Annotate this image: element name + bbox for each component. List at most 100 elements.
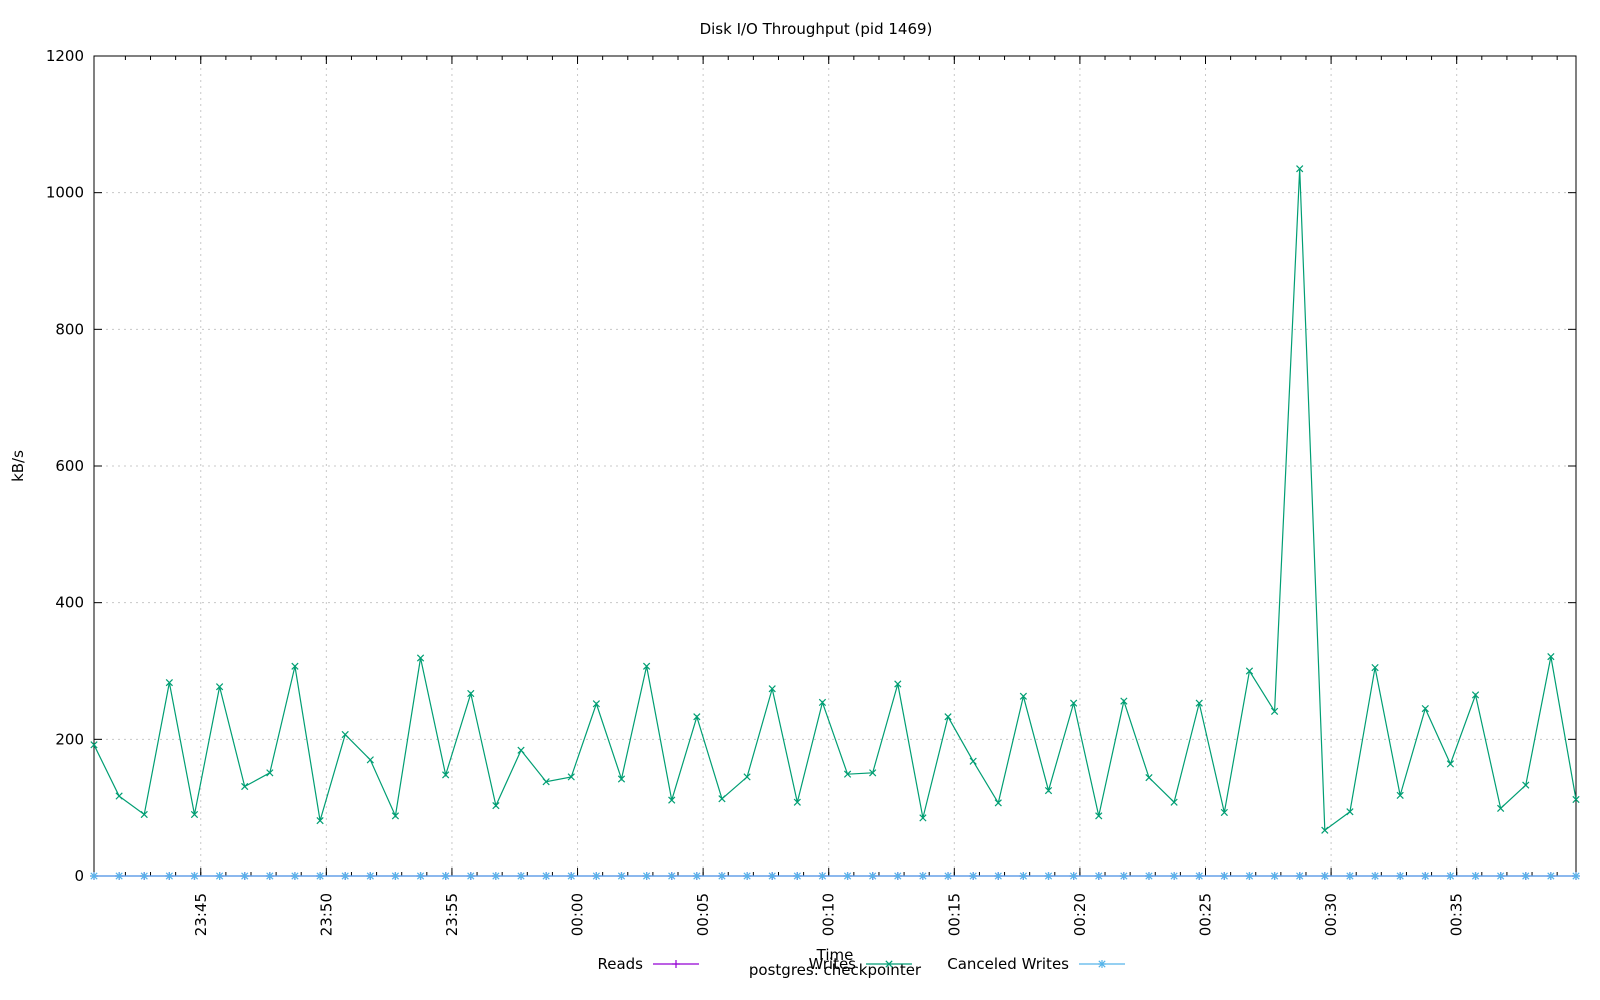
marker-stroke (241, 782, 249, 791)
data-point-canceled-writes (1044, 872, 1053, 880)
data-point-canceled-writes (1220, 872, 1229, 880)
marker-stroke (1296, 872, 1304, 880)
data-point-writes (442, 771, 450, 779)
data-point-writes (1421, 704, 1429, 713)
data-point-writes (1044, 786, 1053, 795)
data-point-canceled-writes (165, 872, 174, 880)
marker-stroke (969, 872, 977, 880)
marker-stroke (366, 756, 374, 764)
marker-stroke (592, 872, 600, 880)
data-point-writes (467, 689, 475, 698)
data-point-canceled-writes (1496, 872, 1505, 880)
data-point-canceled-writes (441, 872, 450, 880)
marker-stroke (1497, 872, 1505, 880)
data-point-canceled-writes (290, 872, 299, 880)
marker-stroke (1044, 786, 1053, 795)
data-point-writes (743, 773, 751, 781)
marker-stroke (1321, 826, 1329, 834)
marker-stroke (215, 683, 224, 691)
marker-stroke (90, 872, 98, 880)
marker-stroke (366, 872, 374, 880)
data-point-writes (190, 810, 199, 819)
y-axis-label: kB/s (9, 450, 27, 482)
legend-marker (885, 960, 893, 968)
data-point-canceled-writes (542, 872, 551, 880)
marker-stroke (190, 872, 199, 880)
data-point-canceled-writes (893, 872, 902, 880)
marker-stroke (1270, 872, 1279, 880)
data-point-canceled-writes (592, 872, 601, 880)
marker-stroke (1547, 653, 1555, 661)
x-tick-label: 23:55 (443, 893, 461, 936)
marker-stroke (1446, 760, 1455, 768)
marker-stroke (919, 814, 927, 822)
y-tick-label: 1200 (46, 47, 84, 65)
y-tick-label: 0 (74, 867, 84, 885)
data-point-writes (1497, 804, 1505, 812)
data-point-canceled-writes (969, 872, 978, 880)
data-point-writes (165, 678, 173, 687)
grid (94, 56, 1576, 876)
data-point-canceled-writes (1270, 872, 1279, 880)
data-point-canceled-writes (140, 872, 149, 880)
marker-stroke (90, 741, 98, 749)
marker-stroke (768, 685, 776, 693)
data-point-writes (1522, 781, 1530, 789)
marker-stroke (442, 872, 450, 880)
marker-stroke (115, 792, 123, 800)
marker-stroke (241, 872, 249, 880)
y-tick-label: 1000 (46, 184, 84, 202)
data-point-writes (617, 775, 626, 783)
marker-stroke (115, 872, 123, 880)
marker-stroke (1070, 699, 1078, 707)
data-point-writes (1145, 773, 1153, 782)
marker-stroke (467, 872, 475, 880)
data-point-canceled-writes (1295, 872, 1304, 880)
series-canceled-writes (90, 872, 1580, 880)
marker-stroke (617, 775, 626, 783)
data-point-canceled-writes (1371, 872, 1380, 880)
marker-stroke (793, 798, 801, 806)
marker-stroke (316, 817, 324, 825)
data-point-canceled-writes (1144, 872, 1153, 880)
y-tick-label: 800 (55, 320, 84, 338)
marker-stroke (818, 872, 827, 880)
marker-stroke (642, 872, 651, 880)
legend-marker (672, 960, 680, 968)
data-point-writes (1270, 707, 1279, 715)
marker-stroke (1095, 812, 1103, 820)
data-point-canceled-writes (1396, 872, 1405, 880)
marker-stroke (492, 801, 500, 810)
data-point-writes (818, 698, 827, 707)
marker-stroke (1220, 808, 1228, 817)
marker-stroke (1346, 872, 1354, 880)
data-point-writes (1321, 826, 1329, 834)
marker-stroke (341, 730, 349, 739)
marker-stroke (1120, 872, 1128, 880)
marker-stroke (391, 812, 400, 820)
marker-stroke (818, 698, 827, 707)
marker-stroke (869, 872, 877, 880)
data-point-writes (1019, 692, 1028, 700)
marker-stroke (1098, 960, 1106, 968)
data-point-writes (542, 778, 550, 786)
data-point-canceled-writes (1170, 872, 1179, 880)
marker-stroke (843, 770, 852, 778)
data-point-canceled-writes (743, 872, 752, 880)
legend-item-canceled-writes: Canceled Writes (947, 955, 1125, 973)
data-point-writes (693, 713, 701, 721)
marker-stroke (517, 746, 525, 754)
x-axis-label: Time (816, 946, 854, 964)
marker-stroke (1396, 872, 1404, 880)
marker-stroke (1497, 804, 1505, 812)
data-point-writes (291, 662, 299, 670)
marker-stroke (1070, 872, 1078, 880)
marker-stroke (1321, 872, 1329, 880)
marker-stroke (793, 872, 801, 880)
marker-stroke (994, 872, 1002, 880)
marker-stroke (291, 872, 299, 880)
data-point-canceled-writes (1019, 872, 1028, 880)
data-point-writes (1296, 165, 1304, 173)
data-point-canceled-writes (1471, 872, 1480, 880)
